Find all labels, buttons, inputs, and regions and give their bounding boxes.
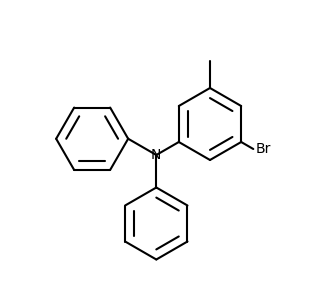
Text: N: N: [151, 148, 162, 162]
Text: Br: Br: [255, 142, 271, 156]
